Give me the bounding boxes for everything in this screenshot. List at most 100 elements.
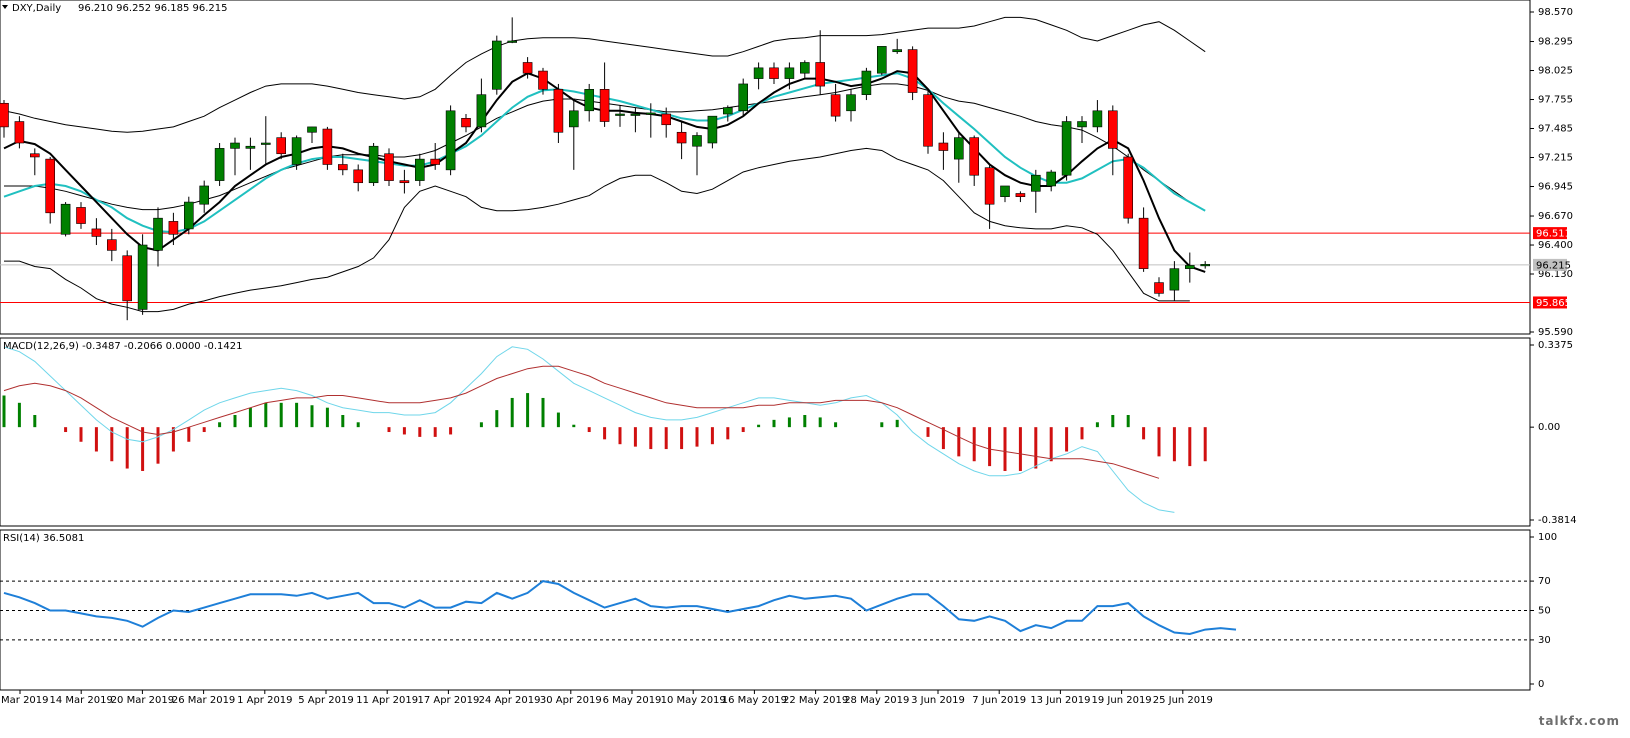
date-tick-label: 8 Mar 2019 xyxy=(0,695,49,706)
candle-body xyxy=(538,70,548,90)
candle-body xyxy=(599,89,610,122)
date-tick-label: 19 Jun 2019 xyxy=(1092,695,1152,706)
candle-body xyxy=(107,239,117,251)
candle-body xyxy=(122,255,132,302)
macd-main-line xyxy=(3,346,1175,513)
rsi-tick-label: 70 xyxy=(1538,576,1551,587)
rsi-line xyxy=(3,580,1237,636)
macd-title: MACD(12,26,9) -0.3487 -0.2066 0.0000 -0.… xyxy=(3,341,242,352)
date-tick-label: 5 Apr 2019 xyxy=(298,695,353,706)
price-pane[interactable] xyxy=(0,0,1531,335)
rsi-series xyxy=(0,580,1530,641)
price-tick-label: 98.570 xyxy=(1538,7,1573,18)
candle-body xyxy=(892,49,903,53)
price-ohlc: 96.210 96.252 96.185 96.215 xyxy=(78,3,228,14)
candle-body xyxy=(199,185,209,205)
candle-body xyxy=(846,94,856,112)
price-tick-label: 96.945 xyxy=(1538,181,1573,192)
candle-body xyxy=(260,142,271,145)
date-tick-label: 3 Jun 2019 xyxy=(911,695,965,706)
candle-body xyxy=(230,142,240,149)
candle-body xyxy=(153,217,163,251)
candle-body xyxy=(507,40,518,43)
candle-body xyxy=(291,137,302,165)
candle-body xyxy=(384,153,394,181)
price-tick-label: 96.400 xyxy=(1538,240,1573,251)
candle-body xyxy=(1015,193,1026,197)
macd-pane[interactable] xyxy=(0,337,1531,527)
candle-body xyxy=(584,89,595,112)
price-series xyxy=(0,16,1530,321)
candle-body xyxy=(245,145,256,149)
candle-body xyxy=(815,62,826,87)
date-tick-label: 22 May 2019 xyxy=(783,695,848,706)
candle-body xyxy=(137,244,148,310)
candle-body xyxy=(738,83,749,112)
candle-body xyxy=(615,113,625,116)
rsi-title: RSI(14) 36.5081 xyxy=(3,533,84,544)
date-tick-label: 1 Apr 2019 xyxy=(237,695,292,706)
price-tick-label: 97.485 xyxy=(1538,124,1573,135)
candle-body xyxy=(399,180,410,184)
price-tick-label: 98.025 xyxy=(1538,66,1573,77)
candle-body xyxy=(1046,171,1056,187)
price-label-box xyxy=(1533,227,1567,240)
rsi-tick-label: 30 xyxy=(1538,635,1551,646)
candle-body xyxy=(1077,121,1087,128)
candle-body xyxy=(953,137,964,160)
candle-body xyxy=(1031,174,1041,192)
candle-body xyxy=(214,148,225,181)
candle-body xyxy=(830,94,841,117)
candle-body xyxy=(76,207,86,224)
candle-body xyxy=(445,110,456,171)
candle-body xyxy=(29,153,40,158)
candle-body xyxy=(984,167,995,205)
price-title: DXY,Daily xyxy=(12,3,61,14)
price-label-text: 95.865 xyxy=(1536,298,1571,309)
date-tick-label: 25 Jun 2019 xyxy=(1153,695,1213,706)
candle-body xyxy=(1061,121,1072,176)
date-tick-label: 24 Apr 2019 xyxy=(479,695,541,706)
candle-body xyxy=(337,164,348,171)
candle-body xyxy=(1169,268,1180,291)
date-tick-label: 13 Jun 2019 xyxy=(1030,695,1090,706)
price-label-box xyxy=(1533,258,1567,271)
candle-body xyxy=(553,89,564,133)
candle-body xyxy=(568,110,579,128)
candle-body xyxy=(430,158,441,165)
axes: 98.570 98.295 98.025 97.755 97.485 97.215 96.9… xyxy=(0,7,1577,706)
date-tick-label: 6 May 2019 xyxy=(603,695,662,706)
candle-body xyxy=(91,228,102,237)
candle-body xyxy=(368,145,379,184)
candle-body xyxy=(769,67,779,79)
candle-body xyxy=(907,49,918,93)
price-tick-label: 97.755 xyxy=(1538,95,1573,106)
date-tick-label: 28 May 2019 xyxy=(844,695,909,706)
candle-body xyxy=(799,62,810,74)
candle-body xyxy=(276,137,287,155)
candle-body xyxy=(461,118,471,128)
candle-body xyxy=(168,221,179,235)
collapse-arrow-icon[interactable] xyxy=(2,5,8,9)
price-tick-label: 96.670 xyxy=(1538,211,1573,222)
candle-body xyxy=(476,94,487,128)
macd-tick-label: 0.00 xyxy=(1538,422,1560,433)
candle-body xyxy=(722,107,733,115)
candle-body xyxy=(414,158,425,181)
date-tick-label: 14 Mar 2019 xyxy=(49,695,112,706)
price-tick-label: 96.130 xyxy=(1538,269,1573,280)
candle-body xyxy=(938,142,949,151)
candle-body xyxy=(353,169,364,184)
macd-tick-label: -0.3814 xyxy=(1538,515,1577,526)
candle-body xyxy=(707,115,718,144)
price-tick-label: 95.590 xyxy=(1538,327,1573,338)
rsi-tick-label: 100 xyxy=(1538,532,1557,543)
price-label-text: 96.215 xyxy=(1536,260,1571,271)
candle-body xyxy=(60,203,71,235)
candle-body xyxy=(753,67,764,79)
candle-body xyxy=(969,137,980,176)
candle-body xyxy=(645,112,656,115)
candle-body xyxy=(676,131,687,144)
candle-body xyxy=(522,62,533,74)
